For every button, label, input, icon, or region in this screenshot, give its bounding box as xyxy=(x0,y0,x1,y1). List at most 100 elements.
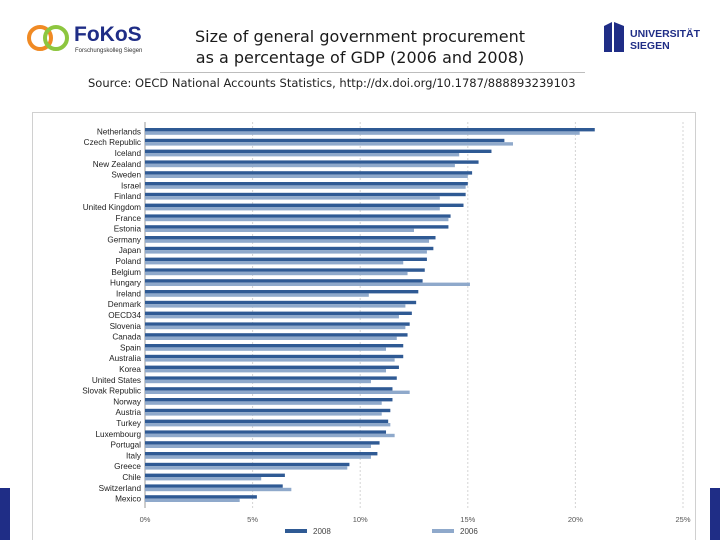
bar-2006 xyxy=(145,444,371,448)
category-label: Iceland xyxy=(115,149,142,158)
category-label: Netherlands xyxy=(97,127,141,136)
header-divider xyxy=(160,72,585,73)
bar-2006 xyxy=(145,336,397,340)
bar-2006 xyxy=(145,217,449,222)
bar-2008 xyxy=(145,268,425,272)
slide-title: Size of general government procurement a… xyxy=(170,26,550,68)
bar-2008 xyxy=(145,354,404,359)
bar-2006 xyxy=(145,304,406,308)
bar-2008 xyxy=(145,182,468,186)
bar-2006 xyxy=(145,228,414,232)
uni-logo-mark-left xyxy=(604,22,612,52)
bar-2008 xyxy=(145,160,479,164)
legend-label: 2008 xyxy=(313,527,331,536)
chart-frame xyxy=(32,112,696,540)
category-label: Ireland xyxy=(116,289,141,298)
category-label: Greece xyxy=(114,462,141,471)
bar-2006 xyxy=(145,282,470,286)
bar-2008 xyxy=(145,192,466,197)
bar-2008 xyxy=(145,333,408,337)
bar-2008 xyxy=(145,484,283,488)
bar-2008 xyxy=(145,214,451,218)
bar-2006 xyxy=(145,347,387,351)
uni-siegen-logo: UNIVERSITÄT SIEGEN xyxy=(604,22,701,52)
bar-2006 xyxy=(145,250,427,254)
bar-2006 xyxy=(145,271,408,276)
category-label: Belgium xyxy=(111,268,141,277)
bar-2006 xyxy=(145,261,404,265)
bar-2008 xyxy=(145,473,285,477)
bar-2008 xyxy=(145,387,393,391)
source-note: Source: OECD National Accounts Statistic… xyxy=(88,76,576,90)
bar-2006 xyxy=(145,412,382,416)
bar-2006 xyxy=(145,196,440,200)
bar-2008 xyxy=(145,203,464,207)
category-label: France xyxy=(116,214,142,223)
bar-2008 xyxy=(145,257,427,261)
bar-2006 xyxy=(145,379,371,384)
bar-2006 xyxy=(145,433,395,438)
fokos-logo: FoKoS Forschungskolleg Siegen xyxy=(27,23,142,54)
category-label: Denmark xyxy=(108,300,142,309)
bar-2006 xyxy=(145,390,410,394)
bar-2008 xyxy=(145,128,595,132)
legend-swatch xyxy=(285,529,307,533)
bar-2006 xyxy=(145,401,382,405)
category-label: Australia xyxy=(109,354,141,363)
bar-2008 xyxy=(145,495,257,499)
x-tick-label: 25% xyxy=(675,515,690,524)
bar-2006 xyxy=(145,293,369,297)
category-label: New Zealand xyxy=(93,160,142,169)
footer-band-right xyxy=(710,488,720,540)
logo-wordmark: FoKoS xyxy=(74,23,142,46)
bar-2006 xyxy=(145,185,466,189)
legend-swatch xyxy=(432,529,454,533)
bar-2008 xyxy=(145,441,380,445)
category-label: OECD34 xyxy=(108,311,141,320)
category-label: Italy xyxy=(126,451,142,460)
bar-2006 xyxy=(145,487,292,492)
bar-2008 xyxy=(145,246,434,251)
bar-2008 xyxy=(145,290,419,294)
bar-2006 xyxy=(145,131,580,135)
category-label: Japan xyxy=(119,246,142,255)
category-label: Estonia xyxy=(114,225,142,234)
bar-2006 xyxy=(145,142,513,146)
bar-2008 xyxy=(145,138,505,143)
x-tick-label: 20% xyxy=(568,515,583,524)
bar-2008 xyxy=(145,300,417,305)
bar-2006 xyxy=(145,358,395,362)
category-label: Mexico xyxy=(115,495,141,504)
bar-2006 xyxy=(145,455,371,459)
category-label: United Kingdom xyxy=(83,203,141,212)
logo-ring-green xyxy=(43,25,69,51)
category-label: Spain xyxy=(120,343,141,352)
bar-2008 xyxy=(145,462,350,467)
category-label: Hungary xyxy=(110,279,142,288)
category-label-layer: Netherlands Czech Republic Iceland New Zeal… xyxy=(82,127,142,503)
logo-ring-orange xyxy=(27,25,53,51)
bar-2008 xyxy=(145,430,387,434)
category-label: Turkey xyxy=(116,419,142,428)
bar-2008 xyxy=(145,322,410,326)
bar-2008 xyxy=(145,149,492,153)
bar-2006 xyxy=(145,174,468,178)
bar-2008 xyxy=(145,311,412,315)
bar-2006 xyxy=(145,315,399,319)
x-tick-label: 15% xyxy=(460,515,475,524)
bar-2008 xyxy=(145,365,399,369)
bar-2006 xyxy=(145,163,455,168)
category-label: United States xyxy=(92,376,141,385)
category-label: Norway xyxy=(113,397,142,406)
category-label: Finland xyxy=(114,192,141,201)
bar-2008 xyxy=(145,376,397,380)
category-label: Switzerland xyxy=(99,484,142,493)
category-label: Portugal xyxy=(111,441,142,450)
footer-band-left xyxy=(0,488,10,540)
bar-2006 xyxy=(145,466,348,470)
slide-title-line-2: as a percentage of GDP (2006 and 2008) xyxy=(195,48,525,67)
category-label: Czech Republic xyxy=(84,138,141,147)
category-label: Sweden xyxy=(111,171,141,180)
category-label: Korea xyxy=(119,365,141,374)
